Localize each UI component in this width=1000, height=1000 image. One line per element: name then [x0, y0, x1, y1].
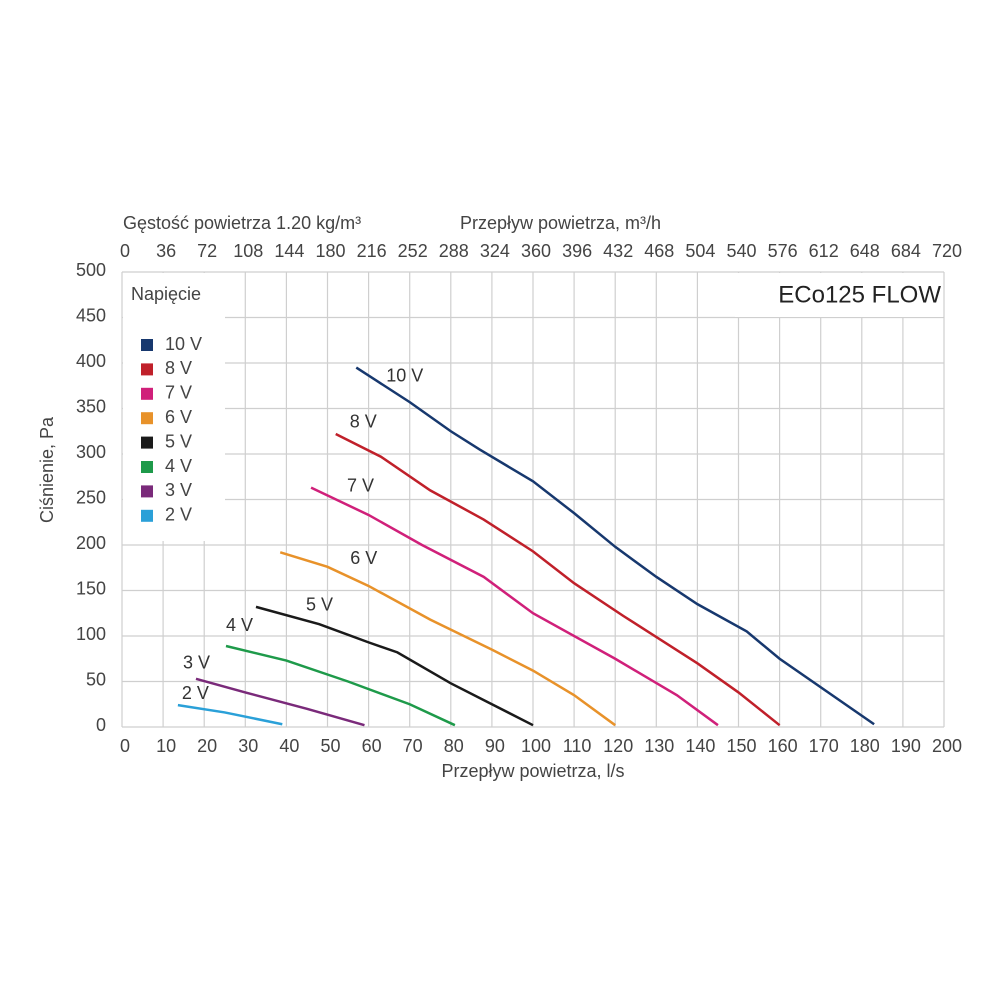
x2-axis-label: Przepływ powietrza, m³/h [460, 213, 661, 233]
x-tick-label: 100 [521, 736, 551, 756]
y-tick-label: 200 [76, 533, 106, 553]
y-tick-label: 100 [76, 624, 106, 644]
y-tick-label: 300 [76, 442, 106, 462]
y-tick-label: 350 [76, 396, 106, 416]
legend-swatch [141, 509, 153, 522]
legend-box [123, 273, 225, 541]
x2-tick-label: 252 [398, 241, 428, 261]
series-line [279, 551, 616, 727]
x-axis-label: Przepływ powietrza, l/s [441, 761, 624, 781]
x2-tick-label: 144 [274, 241, 304, 261]
x-tick-label: 140 [685, 736, 715, 756]
y-tick-label: 150 [76, 578, 106, 598]
series-line [310, 486, 719, 727]
legend-label: 7 V [165, 383, 192, 403]
title-box [735, 273, 943, 317]
x2-tick-label: 396 [562, 241, 592, 261]
x2-tick-label: 108 [233, 241, 263, 261]
series-label: 5 V [306, 595, 333, 615]
x-tick-label: 50 [320, 736, 340, 756]
series-label: 7 V [347, 475, 374, 495]
x2-tick-label: 648 [850, 241, 880, 261]
legend-label: 2 V [165, 505, 192, 525]
series-label: 3 V [183, 653, 210, 673]
legend-swatch [141, 412, 153, 425]
x2-tick-label: 432 [603, 241, 633, 261]
legend-swatch [141, 436, 153, 449]
series-line [355, 366, 875, 726]
series-line [255, 605, 534, 727]
legend-label: 6 V [165, 407, 192, 427]
x-tick-label: 160 [768, 736, 798, 756]
legend-title: Napięcie [131, 284, 201, 304]
x-tick-label: 190 [891, 736, 921, 756]
x2-tick-label: 684 [891, 241, 921, 261]
legend-swatch [141, 461, 153, 473]
legend-label: 8 V [165, 358, 192, 378]
legend-label: 10 V [165, 334, 202, 354]
x2-tick-label: 504 [685, 241, 715, 261]
chart-title: ECo125 FLOW [778, 281, 941, 308]
x-tick-label: 130 [644, 736, 674, 756]
y-tick-label: 50 [86, 669, 106, 689]
series-label: 4 V [226, 615, 253, 635]
x2-tick-label: 36 [156, 241, 176, 261]
x-tick-label: 200 [932, 736, 962, 756]
x-tick-label: 20 [197, 736, 217, 756]
x-tick-label: 10 [156, 736, 176, 756]
legend-label: 4 V [165, 456, 192, 476]
series-line [195, 677, 365, 727]
x2-tick-label: 216 [357, 241, 387, 261]
y-tick-label: 400 [76, 351, 106, 371]
x2-tick-label: 720 [932, 241, 962, 261]
x2-tick-label: 612 [809, 241, 839, 261]
x2-tick-label: 576 [768, 241, 798, 261]
x2-tick-label: 324 [480, 241, 510, 261]
x-tick-label: 0 [120, 736, 130, 756]
series-line [335, 432, 781, 727]
x-tick-label: 70 [403, 736, 423, 756]
x-tick-label: 30 [238, 736, 258, 756]
x2-tick-label: 288 [439, 241, 469, 261]
series-label: 2 V [182, 683, 209, 703]
legend-label: 5 V [165, 431, 192, 451]
series-label: 6 V [350, 548, 377, 568]
y-tick-label: 450 [76, 305, 106, 325]
series-line [225, 644, 456, 727]
y-axis-label: Ciśnienie, Pa [37, 416, 57, 523]
x2-tick-label: 360 [521, 241, 551, 261]
x2-tick-label: 72 [197, 241, 217, 261]
x-tick-label: 90 [485, 736, 505, 756]
x-tick-label: 120 [603, 736, 633, 756]
density-label: Gęstość powietrza 1.20 kg/m³ [123, 213, 361, 233]
x-tick-label: 180 [850, 736, 880, 756]
y-tick-label: 500 [76, 260, 106, 280]
legend-swatch [141, 387, 153, 400]
legend-label: 3 V [165, 480, 192, 500]
x-tick-label: 110 [563, 736, 592, 756]
x2-tick-label: 0 [120, 241, 130, 261]
x-tick-label: 150 [726, 736, 756, 756]
x-tick-label: 80 [444, 736, 464, 756]
x-tick-label: 60 [362, 736, 382, 756]
x2-tick-label: 468 [644, 241, 674, 261]
x2-tick-label: 540 [726, 241, 756, 261]
legend-swatch [141, 363, 153, 376]
series-line [177, 703, 283, 726]
x2-tick-label: 180 [315, 241, 345, 261]
y-tick-label: 250 [76, 487, 106, 507]
legend-swatch [141, 339, 153, 351]
legend-swatch [141, 485, 153, 498]
x-tick-label: 40 [279, 736, 299, 756]
series-label: 10 V [386, 365, 423, 385]
y-tick-label: 0 [96, 715, 106, 735]
x-tick-label: 170 [809, 736, 839, 756]
series-label: 8 V [350, 412, 377, 432]
